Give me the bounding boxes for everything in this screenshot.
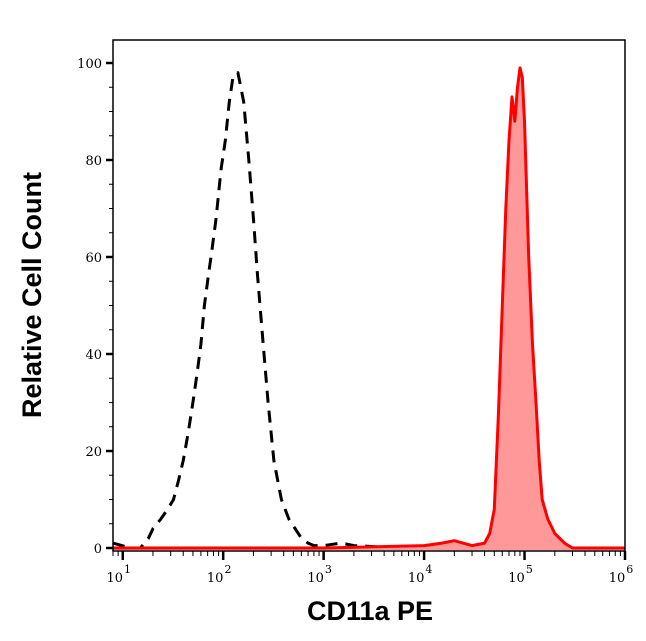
y-axis-label: Relative Cell Count <box>17 172 47 418</box>
axes: 0 20 40 60 80 100 101 102 103 104 105 106 <box>77 57 633 586</box>
x-tick-label: 106 <box>609 563 634 586</box>
x-tick-label: 102 <box>207 563 232 586</box>
y-tick-label: 80 <box>85 154 102 169</box>
y-tick-label: 100 <box>77 57 102 72</box>
y-tick-label: 0 <box>94 542 102 557</box>
y-tick-label: 60 <box>85 251 102 266</box>
plot-frame <box>112 39 626 552</box>
plot-series <box>112 66 625 551</box>
x-axis-label: CD11a PE <box>307 596 433 626</box>
y-tick-label: 40 <box>85 348 102 363</box>
y-tick-label: 20 <box>85 445 102 460</box>
cd11a-pe-line <box>113 66 625 550</box>
x-tick-label: 105 <box>508 563 533 586</box>
x-tick-label: 103 <box>307 563 332 586</box>
series-fill <box>113 67 625 551</box>
x-tick-label: 101 <box>106 563 131 586</box>
isotype-control-line <box>112 71 395 550</box>
x-tick-label: 104 <box>408 563 433 586</box>
